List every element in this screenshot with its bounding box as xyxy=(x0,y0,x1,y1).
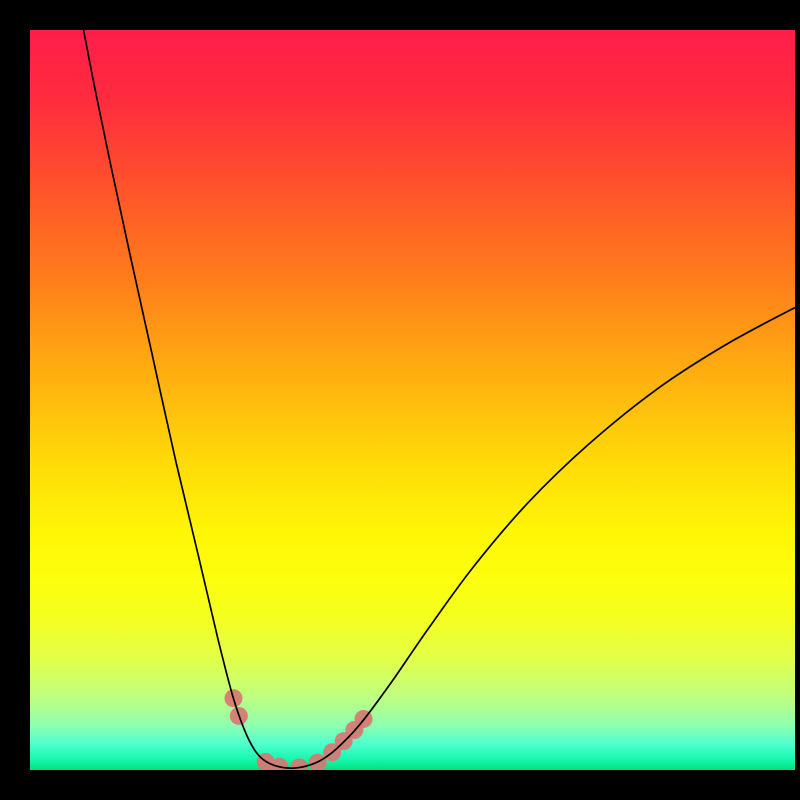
frame-border-top xyxy=(0,0,800,30)
frame-border-bottom xyxy=(0,770,800,800)
chart-plot-area xyxy=(30,30,795,770)
frame-border-right xyxy=(795,0,800,800)
frame-border-left xyxy=(0,0,30,800)
chart-curve-layer xyxy=(30,30,795,770)
chart-markers-group xyxy=(224,689,372,770)
bottleneck-curve xyxy=(84,30,795,768)
